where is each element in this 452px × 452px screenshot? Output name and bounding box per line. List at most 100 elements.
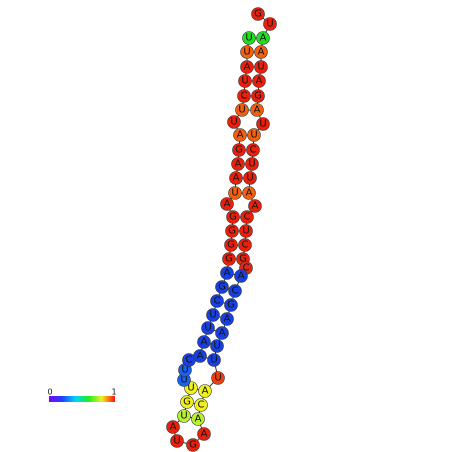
base-label: A (258, 47, 265, 58)
base-label: G (235, 145, 243, 156)
base-label: U (214, 373, 221, 384)
base-label: G (189, 440, 197, 451)
base-label: G (227, 300, 235, 311)
base-label: A (224, 199, 231, 210)
base-label: C (242, 240, 249, 251)
base-label: G (227, 240, 235, 251)
base-circle (248, 199, 262, 213)
base-label: G (183, 397, 191, 408)
base-circle (233, 128, 247, 142)
base-label: A (244, 62, 251, 73)
base-circle (224, 238, 238, 252)
base-label: U (248, 159, 255, 170)
base-label: U (245, 33, 252, 44)
base-label: C (232, 286, 239, 297)
base-label: A (201, 337, 208, 348)
base-label: A (202, 386, 209, 397)
base-circle (177, 409, 191, 423)
base-circle (211, 371, 225, 385)
base-label: U (180, 375, 187, 386)
base-circle (239, 224, 253, 238)
base-label: U (210, 355, 217, 366)
base-circle (220, 197, 234, 211)
base-circle (198, 384, 212, 398)
base-label: G (229, 212, 237, 223)
base-label: U (238, 105, 245, 116)
base-label: U (246, 173, 253, 184)
base-circle (194, 398, 208, 412)
base-circle (225, 224, 239, 238)
base-circle (210, 339, 224, 353)
base-circle (220, 266, 234, 280)
base-circle (210, 294, 224, 308)
base-circle (197, 335, 211, 349)
base-label: U (241, 76, 248, 87)
base-label: A (238, 271, 245, 282)
base-circle (206, 308, 220, 322)
base-label: G (254, 91, 262, 102)
base-circle (215, 280, 229, 294)
base-circle (224, 298, 238, 312)
base-circle (166, 420, 180, 434)
base-circle (246, 143, 260, 157)
base-label: G (218, 282, 226, 293)
base-circle (250, 103, 264, 117)
base-label: U (266, 19, 273, 30)
base-circle (254, 60, 268, 74)
base-label: C (250, 145, 257, 156)
base-circle (222, 252, 236, 266)
base-label: C (243, 263, 250, 274)
base-circle (226, 210, 240, 224)
base-circle (191, 412, 205, 426)
base-label: G (228, 226, 236, 237)
base-circle (240, 45, 254, 59)
base-circle (251, 89, 265, 103)
scale-max: 1 (111, 388, 116, 397)
base-label: G (254, 9, 262, 20)
base-label: C (244, 212, 251, 223)
base-label: A (219, 328, 226, 339)
base-circle (237, 89, 251, 103)
base-label: U (204, 323, 211, 334)
base-label: A (256, 76, 263, 87)
base-label: U (257, 62, 264, 73)
base-label: A (233, 173, 240, 184)
base-circle (238, 238, 252, 252)
base-label: U (173, 436, 180, 447)
base-circle (229, 171, 243, 185)
base-label: A (252, 201, 259, 212)
base-circle (256, 117, 270, 131)
base-label: U (181, 365, 188, 376)
base-label: A (254, 105, 261, 116)
base-label: C (186, 355, 193, 366)
base-circle (231, 157, 245, 171)
base-circle (220, 312, 234, 326)
bases: GUAAUAGAUUCUUAACUCGCACGAAUUUACAAGUAUGUUU… (166, 7, 277, 452)
base-circle (251, 7, 265, 21)
base-label: G (239, 254, 247, 265)
base-label: C (241, 91, 248, 102)
base-circle (240, 210, 254, 224)
base-circle (243, 171, 257, 185)
base-circle (201, 321, 215, 335)
base-label: A (201, 429, 208, 440)
base-label: A (170, 422, 177, 433)
base-circle (232, 143, 246, 157)
base-label: U (180, 411, 187, 422)
base-circle (240, 60, 254, 74)
scale-min: 0 (47, 388, 52, 397)
color-scale (49, 396, 115, 402)
base-circle (227, 115, 241, 129)
base-label: C (198, 400, 205, 411)
base-circle (235, 103, 249, 117)
base-circle (180, 395, 194, 409)
base-circle (256, 31, 270, 45)
base-circle (247, 128, 261, 142)
base-circle (197, 427, 211, 441)
base-circle (170, 434, 184, 448)
base-circle (254, 45, 268, 59)
base-circle (263, 17, 277, 31)
base-circle (238, 74, 252, 88)
base-label: A (224, 314, 231, 325)
